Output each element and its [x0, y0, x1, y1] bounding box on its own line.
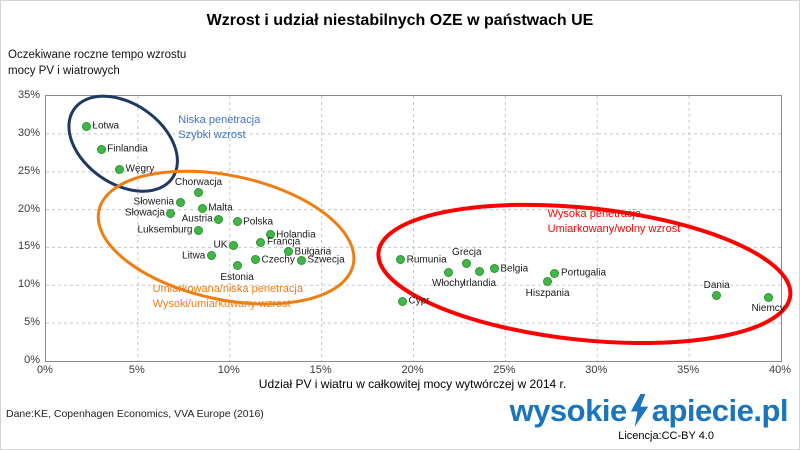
point-dot — [232, 217, 242, 227]
point-dot — [462, 258, 472, 268]
country-label: Francja — [266, 236, 301, 248]
y-tick-label: 0% — [24, 354, 40, 366]
x-tick-label: 5% — [128, 364, 145, 376]
point-dot — [194, 225, 203, 235]
country-label: Łotwa — [92, 120, 120, 132]
note-high-penetration: Wysoka penetracja Umiarkowany/wolny wzro… — [547, 208, 681, 236]
cluster-ellipse-high-penetration — [376, 202, 793, 346]
country-label: Estonia — [220, 271, 254, 283]
country-label: Niemcy — [751, 303, 785, 315]
point-dot — [232, 261, 242, 271]
lightning-n-icon — [630, 393, 648, 427]
logo-text-prefix: wysokie — [509, 392, 628, 428]
country-label: Irlandia — [463, 277, 497, 289]
y-tick-label: 15% — [17, 240, 40, 253]
point-dot — [543, 277, 553, 286]
logo-text-suffix: apiecie.pl — [651, 392, 789, 428]
plot-area: Łotwa Finlandia Węgry Chorwacja Słowenia Malt… — [45, 94, 793, 362]
y-tick-label: 5% — [24, 316, 40, 329]
country-label: Hiszpania — [525, 287, 570, 299]
country-label: Dania — [703, 279, 730, 291]
point-dot — [489, 264, 499, 274]
point-dot — [115, 164, 124, 174]
country-label: Polska — [243, 216, 274, 228]
y-tick-label: 20% — [17, 202, 40, 215]
country-label: Grecja — [452, 247, 482, 259]
x-tick-label: 35% — [677, 364, 700, 376]
point-dot — [197, 203, 207, 213]
y-tick-label: 10% — [17, 278, 40, 291]
x-tick-label: 25% — [493, 364, 516, 376]
country-label: Węgry — [125, 163, 155, 175]
point-dot — [475, 267, 485, 277]
point-dot — [81, 121, 91, 131]
x-axis-label: Udział PV i wiatru w całkowitej mocy wyt… — [258, 377, 567, 391]
country-label: Litwa — [182, 250, 206, 262]
y-axis-label: Oczekiwane roczne tempo wzrostu mocy PV … — [8, 49, 187, 78]
x-tick-label: 30% — [585, 364, 608, 376]
cluster-ellipses-layer — [67, 94, 793, 346]
point-dot — [96, 144, 106, 154]
cluster-ellipse-medium-penetration — [96, 169, 356, 306]
point-dot — [166, 208, 176, 218]
x-tick-label: 15% — [309, 364, 332, 376]
country-label: Bułgaria — [294, 246, 332, 258]
x-tick-label: 10% — [217, 364, 240, 376]
point-dot — [214, 214, 224, 224]
country-label: UK — [213, 239, 228, 251]
chart-title: Wzrost i udział niestabilnych OZE w pańs… — [206, 12, 594, 29]
note-low-penetration: Niska penetracja Szybki wzrost — [178, 113, 261, 141]
country-label: Chorwacja — [174, 176, 223, 188]
country-label: Austria — [181, 213, 213, 225]
point-dot — [443, 267, 453, 277]
country-label: Finlandia — [107, 143, 148, 155]
point-dot — [206, 251, 216, 261]
country-label: Belgia — [500, 263, 529, 275]
country-label: Szwecja — [307, 254, 345, 266]
point-dot — [712, 291, 722, 301]
y-tick-label: 25% — [17, 164, 40, 177]
country-label: Rumunia — [406, 254, 447, 266]
country-label: Cypr — [408, 295, 430, 307]
note-medium-penetration: Umiarkowana/niska penetracja Wysoki/umia… — [152, 283, 303, 311]
country-label: Malta — [208, 202, 233, 214]
x-tick-label: 40% — [768, 364, 792, 376]
point-dot — [284, 247, 294, 257]
point-dot — [296, 255, 306, 265]
point-dot — [256, 237, 266, 247]
country-label: Holandia — [276, 229, 316, 241]
point-dot — [396, 255, 406, 265]
point-dot — [175, 197, 185, 207]
country-label: Portugalia — [560, 267, 607, 279]
x-tick-label: 20% — [401, 364, 424, 376]
point-dot — [550, 268, 560, 278]
point-dot — [763, 292, 773, 302]
point-dot — [194, 188, 203, 198]
country-label: Włochy — [432, 278, 465, 290]
source-note: Dane:KE, Copenhagen Economics, VVA Europ… — [6, 408, 264, 420]
point-dot — [265, 230, 275, 240]
country-label: Słowacja — [124, 207, 165, 219]
point-dot — [397, 296, 407, 306]
point-dot — [228, 240, 238, 250]
cluster-ellipse-low-penetration — [67, 94, 179, 193]
country-label: Czechy — [261, 254, 295, 266]
x-tick-label: 0% — [37, 364, 53, 376]
license-note: Licencja:CC-BY 4.0 — [618, 430, 714, 442]
country-label: Słowenia — [133, 196, 175, 208]
point-dot — [250, 255, 260, 265]
y-tick-label: 35% — [17, 89, 40, 101]
y-tick-label: 30% — [17, 126, 40, 139]
country-label: Luksemburg — [137, 224, 193, 236]
site-logo: wysokie apiecie.pl — [509, 392, 789, 428]
